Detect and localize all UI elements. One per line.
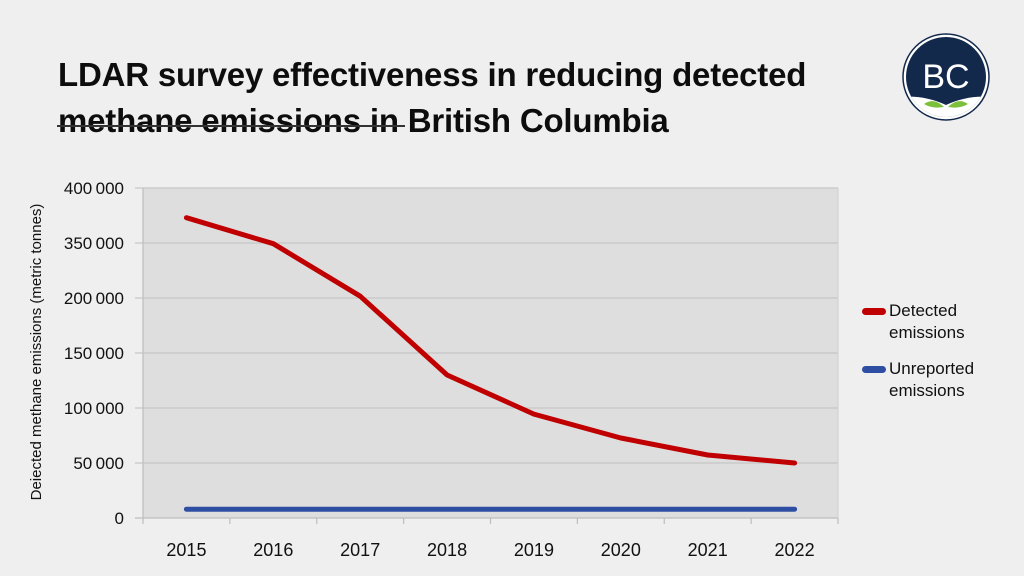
y-tick-label: 400 000 (64, 179, 124, 198)
x-tick-label: 2015 (166, 540, 206, 560)
title-line-1: LDAR survey effectiveness in reducing de… (58, 56, 807, 93)
logo-text: BC (922, 58, 969, 96)
y-axis-label: Deiected methane emissions (metric tonne… (28, 204, 45, 501)
logo-leaf-right (948, 101, 968, 108)
title-line-2: methane emissions in British Columbia (58, 102, 669, 139)
y-tick-label: 0 (115, 509, 124, 528)
y-axis-ticks: 0 50 000 100 000 150 000 200 000 350 000 400 0… (64, 179, 124, 528)
x-tick-label: 2022 (775, 540, 815, 560)
legend-item-detected[interactable]: Detected emissions (862, 300, 1019, 344)
y-tick-label: 100 000 (64, 399, 124, 418)
y-tick-label: 150 000 (64, 344, 124, 363)
legend-label-detected-1: Detected (889, 301, 958, 320)
legend-label-detected-2: emissions (889, 323, 965, 342)
chart-title: LDAR survey effectiveness in reducing de… (58, 52, 806, 144)
x-tick-label: 2017 (340, 540, 380, 560)
x-tick-label: 2016 (253, 540, 293, 560)
legend-swatch-detected (862, 308, 886, 315)
legend-label-unreported-1: Unreported (889, 359, 975, 378)
legend-item-unreported[interactable]: Unreported emissions (862, 358, 1019, 402)
title-underline (57, 125, 405, 127)
legend-swatch-unreported (862, 366, 886, 373)
x-tick-label: 2018 (427, 540, 467, 560)
logo-leaf-left (924, 101, 944, 108)
x-axis-ticks: 2015 2016 2017 2018 2019 2020 2021 2022 (142, 518, 839, 560)
series-line-detected (183, 215, 798, 466)
legend-label-unreported-2: emissions (889, 381, 965, 400)
x-tick-label: 2020 (601, 540, 641, 560)
y-tick-label: 350 000 (64, 234, 124, 253)
legend: Detected emissions Unreported emissions (862, 300, 1019, 416)
series-lines (183, 215, 798, 512)
x-tick-label: 2019 (514, 540, 554, 560)
y-tick-label: 50 000 (73, 454, 124, 473)
y-tick-label: 200 000 (64, 289, 124, 308)
x-tick-label: 2021 (688, 540, 728, 560)
bc-logo-icon: BC (902, 33, 990, 121)
gridlines (135, 187, 839, 519)
